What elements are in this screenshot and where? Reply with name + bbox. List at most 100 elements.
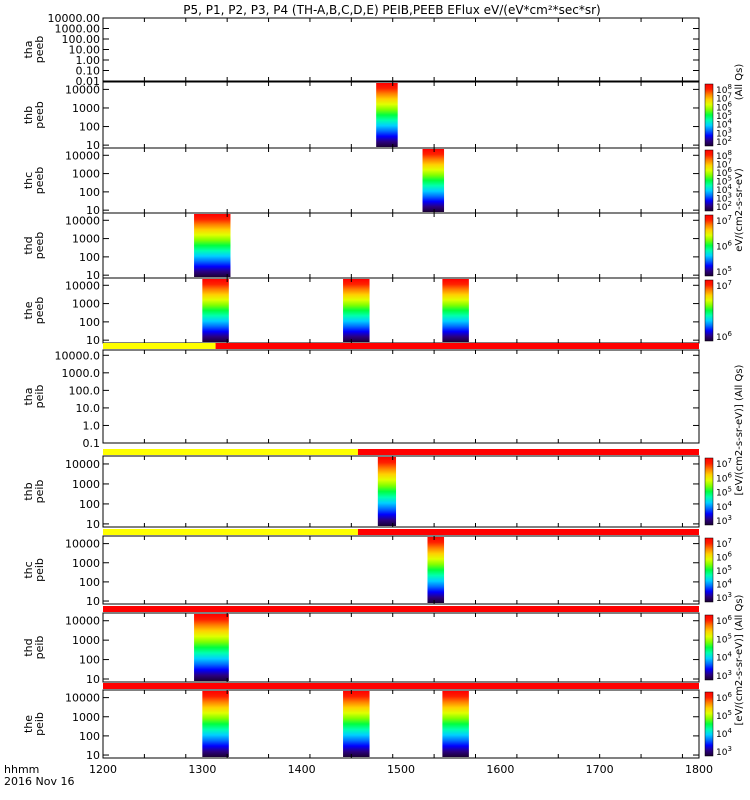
colorbar-tick-label: 106 (716, 471, 732, 484)
y-tick-label: 100 (79, 121, 100, 134)
spectrogram-block (202, 279, 229, 342)
y-tick-label: 1000 (72, 478, 100, 491)
colorbar-tick-label: 104 (716, 500, 732, 513)
flag-bar-yellow (103, 449, 358, 455)
x-tick-label: 1400 (288, 763, 316, 776)
y-tick-label: 10 (86, 595, 100, 608)
panel-ylabel: tha (22, 40, 35, 58)
y-tick-label: 1000 (72, 233, 100, 246)
colorbar (704, 279, 714, 342)
spectrogram-block (194, 214, 231, 277)
spectrogram-block (422, 149, 445, 212)
colorbar-tick-label: 105 (716, 564, 732, 577)
panel-thc-peeb: 10000100010010thcpeeb1081071061051041031… (22, 147, 732, 217)
panel-ylabel: the (22, 715, 35, 733)
colorbar-units-bottom: [eV/(cm2-s-sr-eV)] (All Qs) (734, 594, 745, 725)
panel-ylabel: thd (22, 638, 35, 656)
spectrogram-block (442, 279, 469, 342)
y-tick-label: 10.0 (76, 402, 101, 415)
colorbar-units-top: (All Qs) (734, 64, 745, 101)
y-tick-label: 0.1 (83, 437, 101, 450)
spectrogram-block (442, 691, 469, 757)
x-tick-label: 1300 (188, 763, 216, 776)
panel-ylabel: peib (33, 558, 46, 582)
y-tick-label: 100.0 (69, 384, 101, 397)
colorbar-tick-label: 105 (716, 486, 732, 499)
flag-bar-red (357, 449, 699, 455)
panel-ylabel: the (22, 301, 35, 319)
y-tick-label: 100.00 (62, 33, 101, 46)
colorbar-tick-label: 106 (716, 614, 732, 627)
time-axis: 1200 1300 1400 1500 1600 1700 1800 (89, 763, 713, 776)
y-tick-label: 10000 (65, 214, 100, 227)
y-tick-label: 1000 (72, 711, 100, 724)
y-tick-label: 1000 (72, 557, 100, 570)
y-tick-label: 10000 (65, 615, 100, 628)
y-tick-label: 10 (86, 749, 100, 762)
x-tick-label: 1700 (586, 763, 614, 776)
x-tick-label: 1200 (89, 763, 117, 776)
colorbar-tick-label: 106 (716, 330, 732, 343)
panel-ylabel: peib (33, 712, 46, 736)
panel-thb-peeb: 10000100010010thbpeeb1081071061051041031… (22, 81, 732, 152)
panel-frame (102, 535, 700, 605)
y-tick-label: 100 (79, 576, 100, 589)
y-tick-label: 10000 (65, 149, 100, 162)
colorbar (704, 691, 714, 757)
y-tick-label: 1.0 (83, 419, 101, 432)
flag-bar-red (103, 683, 699, 689)
panel-frame (102, 349, 700, 444)
y-tick-label: 100 (79, 654, 100, 667)
colorbar-tick-label: 107 (716, 537, 732, 550)
colorbar (704, 83, 714, 147)
panel-ylabel: peeb (33, 232, 46, 260)
panel-ylabel: peeb (33, 36, 46, 64)
panel-frame (102, 81, 700, 149)
spectrogram-block (343, 279, 370, 342)
panel-frame (102, 17, 700, 82)
colorbar-tick-label: 105 (716, 265, 732, 278)
panel-frame (102, 147, 700, 214)
colorbar-tick-label: 104 (716, 651, 732, 664)
y-tick-label: 100 (79, 186, 100, 199)
flag-bar-yellow (103, 343, 216, 349)
y-tick-label: 0.10 (76, 65, 101, 78)
y-tick-label: 10 (86, 673, 100, 686)
panel-ylabel: peib (33, 385, 46, 409)
colorbar (704, 537, 714, 603)
panel-frame (102, 455, 700, 528)
panel-frame (102, 277, 700, 344)
panel-ylabel: thb (22, 482, 35, 500)
y-tick-label: 10 (86, 269, 100, 282)
colorbar-tick-label: 105 (716, 632, 732, 645)
panel-ylabel: thc (22, 172, 35, 189)
spectrogram-block (343, 691, 370, 757)
panel-ylabel: tha (22, 387, 35, 405)
y-tick-label: 10 (86, 518, 100, 531)
y-tick-label: 1000 (72, 168, 100, 181)
x-tick-label: 1600 (486, 763, 514, 776)
flag-bar-red (215, 343, 700, 349)
colorbar (704, 149, 714, 212)
colorbar-tick-label: 107 (716, 214, 732, 227)
y-tick-label: 1000.00 (55, 23, 101, 36)
time-axis-label: hhmm (4, 763, 39, 776)
y-tick-label: 100 (79, 316, 100, 329)
colorbar-tick-label: 105 (716, 709, 732, 722)
panel-frame (102, 689, 700, 759)
panel-ylabel: peib (33, 480, 46, 504)
colorbar-tick-label: 107 (716, 279, 732, 292)
panel-ylabel: peeb (33, 297, 46, 325)
flag-bar-red (103, 606, 699, 612)
y-tick-label: 10 (86, 139, 100, 152)
y-tick-label: 10000.00 (48, 12, 101, 25)
panel-frame (102, 212, 700, 279)
y-tick-label: 1000.0 (62, 367, 101, 380)
panel-ylabel: peeb (33, 101, 46, 129)
